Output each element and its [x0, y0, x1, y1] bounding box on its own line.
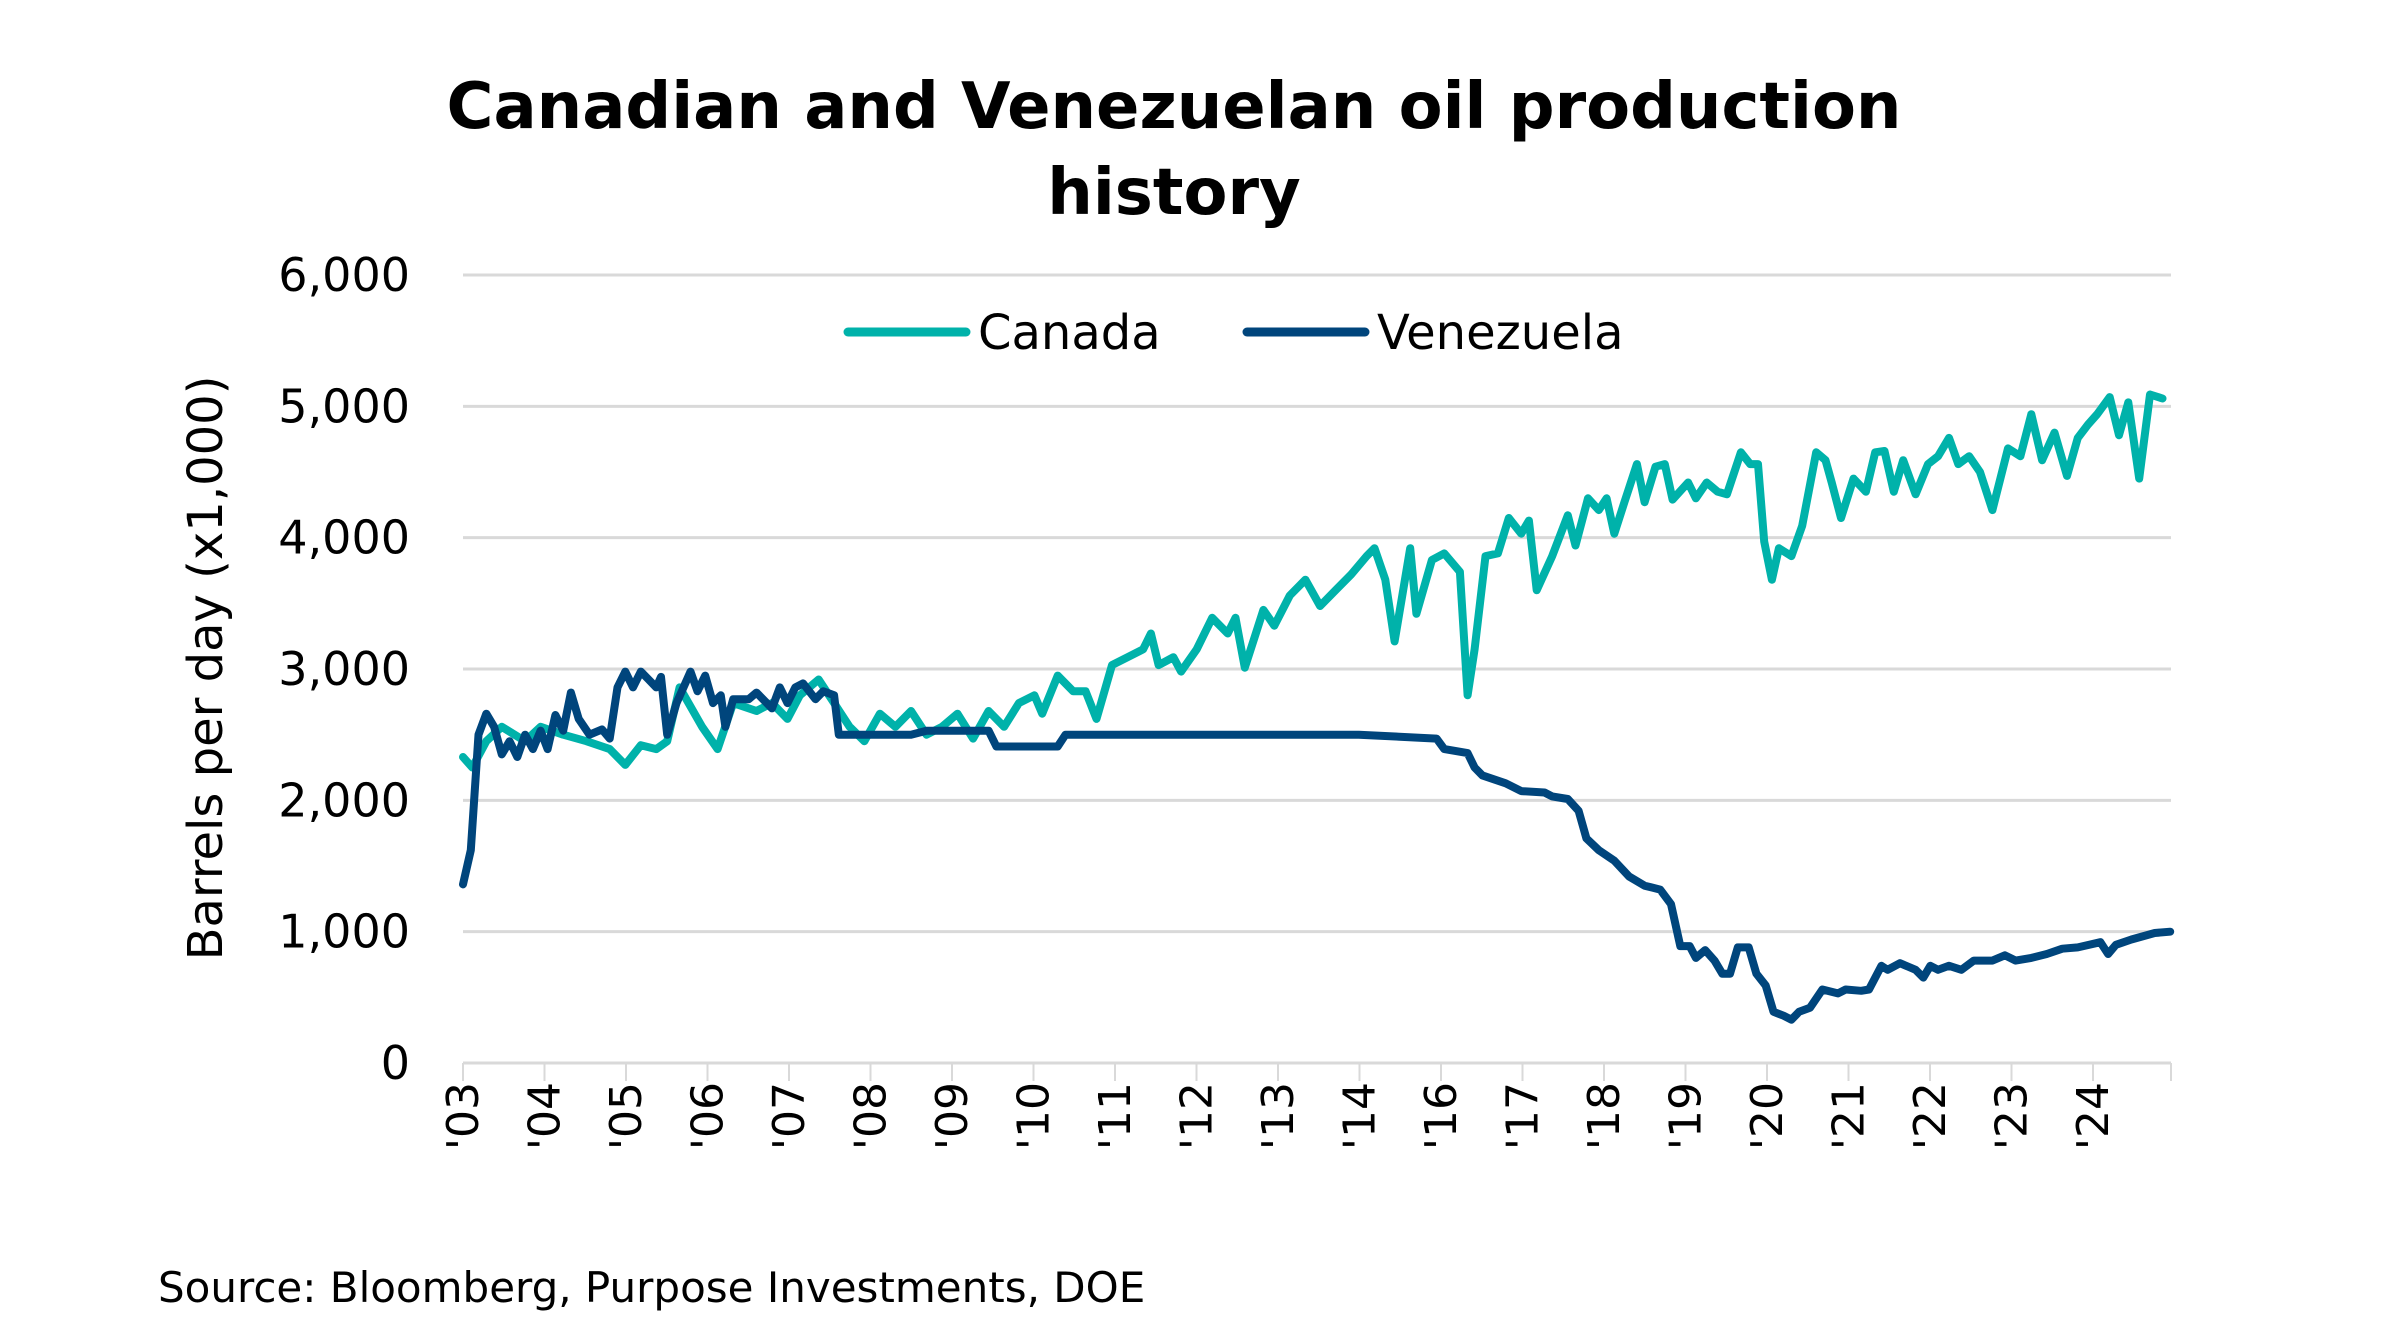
series-line-canada — [459, 390, 2167, 772]
x-tick-label: '04 — [520, 1082, 571, 1150]
y-tick-label: 0 — [381, 1036, 410, 1090]
series-lines — [459, 390, 2175, 1024]
x-tick-label: '07 — [764, 1082, 815, 1150]
x-tick-label: '18 — [1579, 1082, 1630, 1150]
y-tick-label: 3,000 — [278, 642, 410, 696]
x-tick-label: '11 — [1090, 1082, 1141, 1150]
chart-title-line-1: Canadian and Venezuelan oil production — [447, 70, 1902, 144]
x-tick-label: '08 — [846, 1082, 897, 1150]
x-tick-label: '22 — [1905, 1082, 1956, 1150]
x-tick-label: '21 — [1824, 1082, 1875, 1150]
source-note: Source: Bloomberg, Purpose Investments, … — [158, 1263, 1145, 1312]
x-tick-label: '23 — [1987, 1082, 2038, 1150]
legend: Canada Venezuela — [843, 305, 1624, 361]
x-tick-label: '12 — [1172, 1082, 1223, 1150]
x-tick-label: '20 — [1742, 1082, 1793, 1150]
y-tick-label: 4,000 — [278, 511, 410, 565]
x-tick-label: '16 — [1416, 1082, 1467, 1150]
x-tick-label: '14 — [1335, 1082, 1386, 1150]
y-axis-label: Barrels per day (x1,000) — [178, 376, 234, 961]
x-tick-label: '17 — [1498, 1082, 1549, 1150]
legend-label-canada: Canada — [978, 305, 1161, 361]
legend-label-venezuela: Venezuela — [1377, 305, 1624, 361]
y-tick-label: 1,000 — [278, 905, 410, 959]
series-line-venezuela — [459, 667, 2175, 1024]
y-tick-label: 6,000 — [278, 248, 410, 302]
x-tick-label: '13 — [1253, 1082, 1304, 1150]
chart-title-line-2: history — [1047, 156, 1300, 230]
x-axis-ticks: '03 '04 '05 '06 '07 '08 '09 '10 '11 '12 '13 '14 '16 '… — [438, 1063, 2172, 1150]
x-tick-label: '24 — [2068, 1082, 2119, 1150]
x-tick-label: '06 — [683, 1082, 734, 1150]
y-tick-label: 5,000 — [278, 379, 410, 433]
y-tick-label: 2,000 — [278, 773, 410, 827]
gridlines — [463, 273, 2171, 1065]
x-tick-label: '03 — [438, 1082, 489, 1150]
x-tick-label: '05 — [601, 1082, 652, 1150]
y-axis-ticks: 0 1,000 2,000 3,000 4,000 5,000 6,000 — [278, 248, 410, 1090]
x-tick-label: '09 — [927, 1082, 978, 1150]
x-tick-label: '19 — [1661, 1082, 1712, 1150]
x-tick-label: '10 — [1009, 1082, 1060, 1150]
